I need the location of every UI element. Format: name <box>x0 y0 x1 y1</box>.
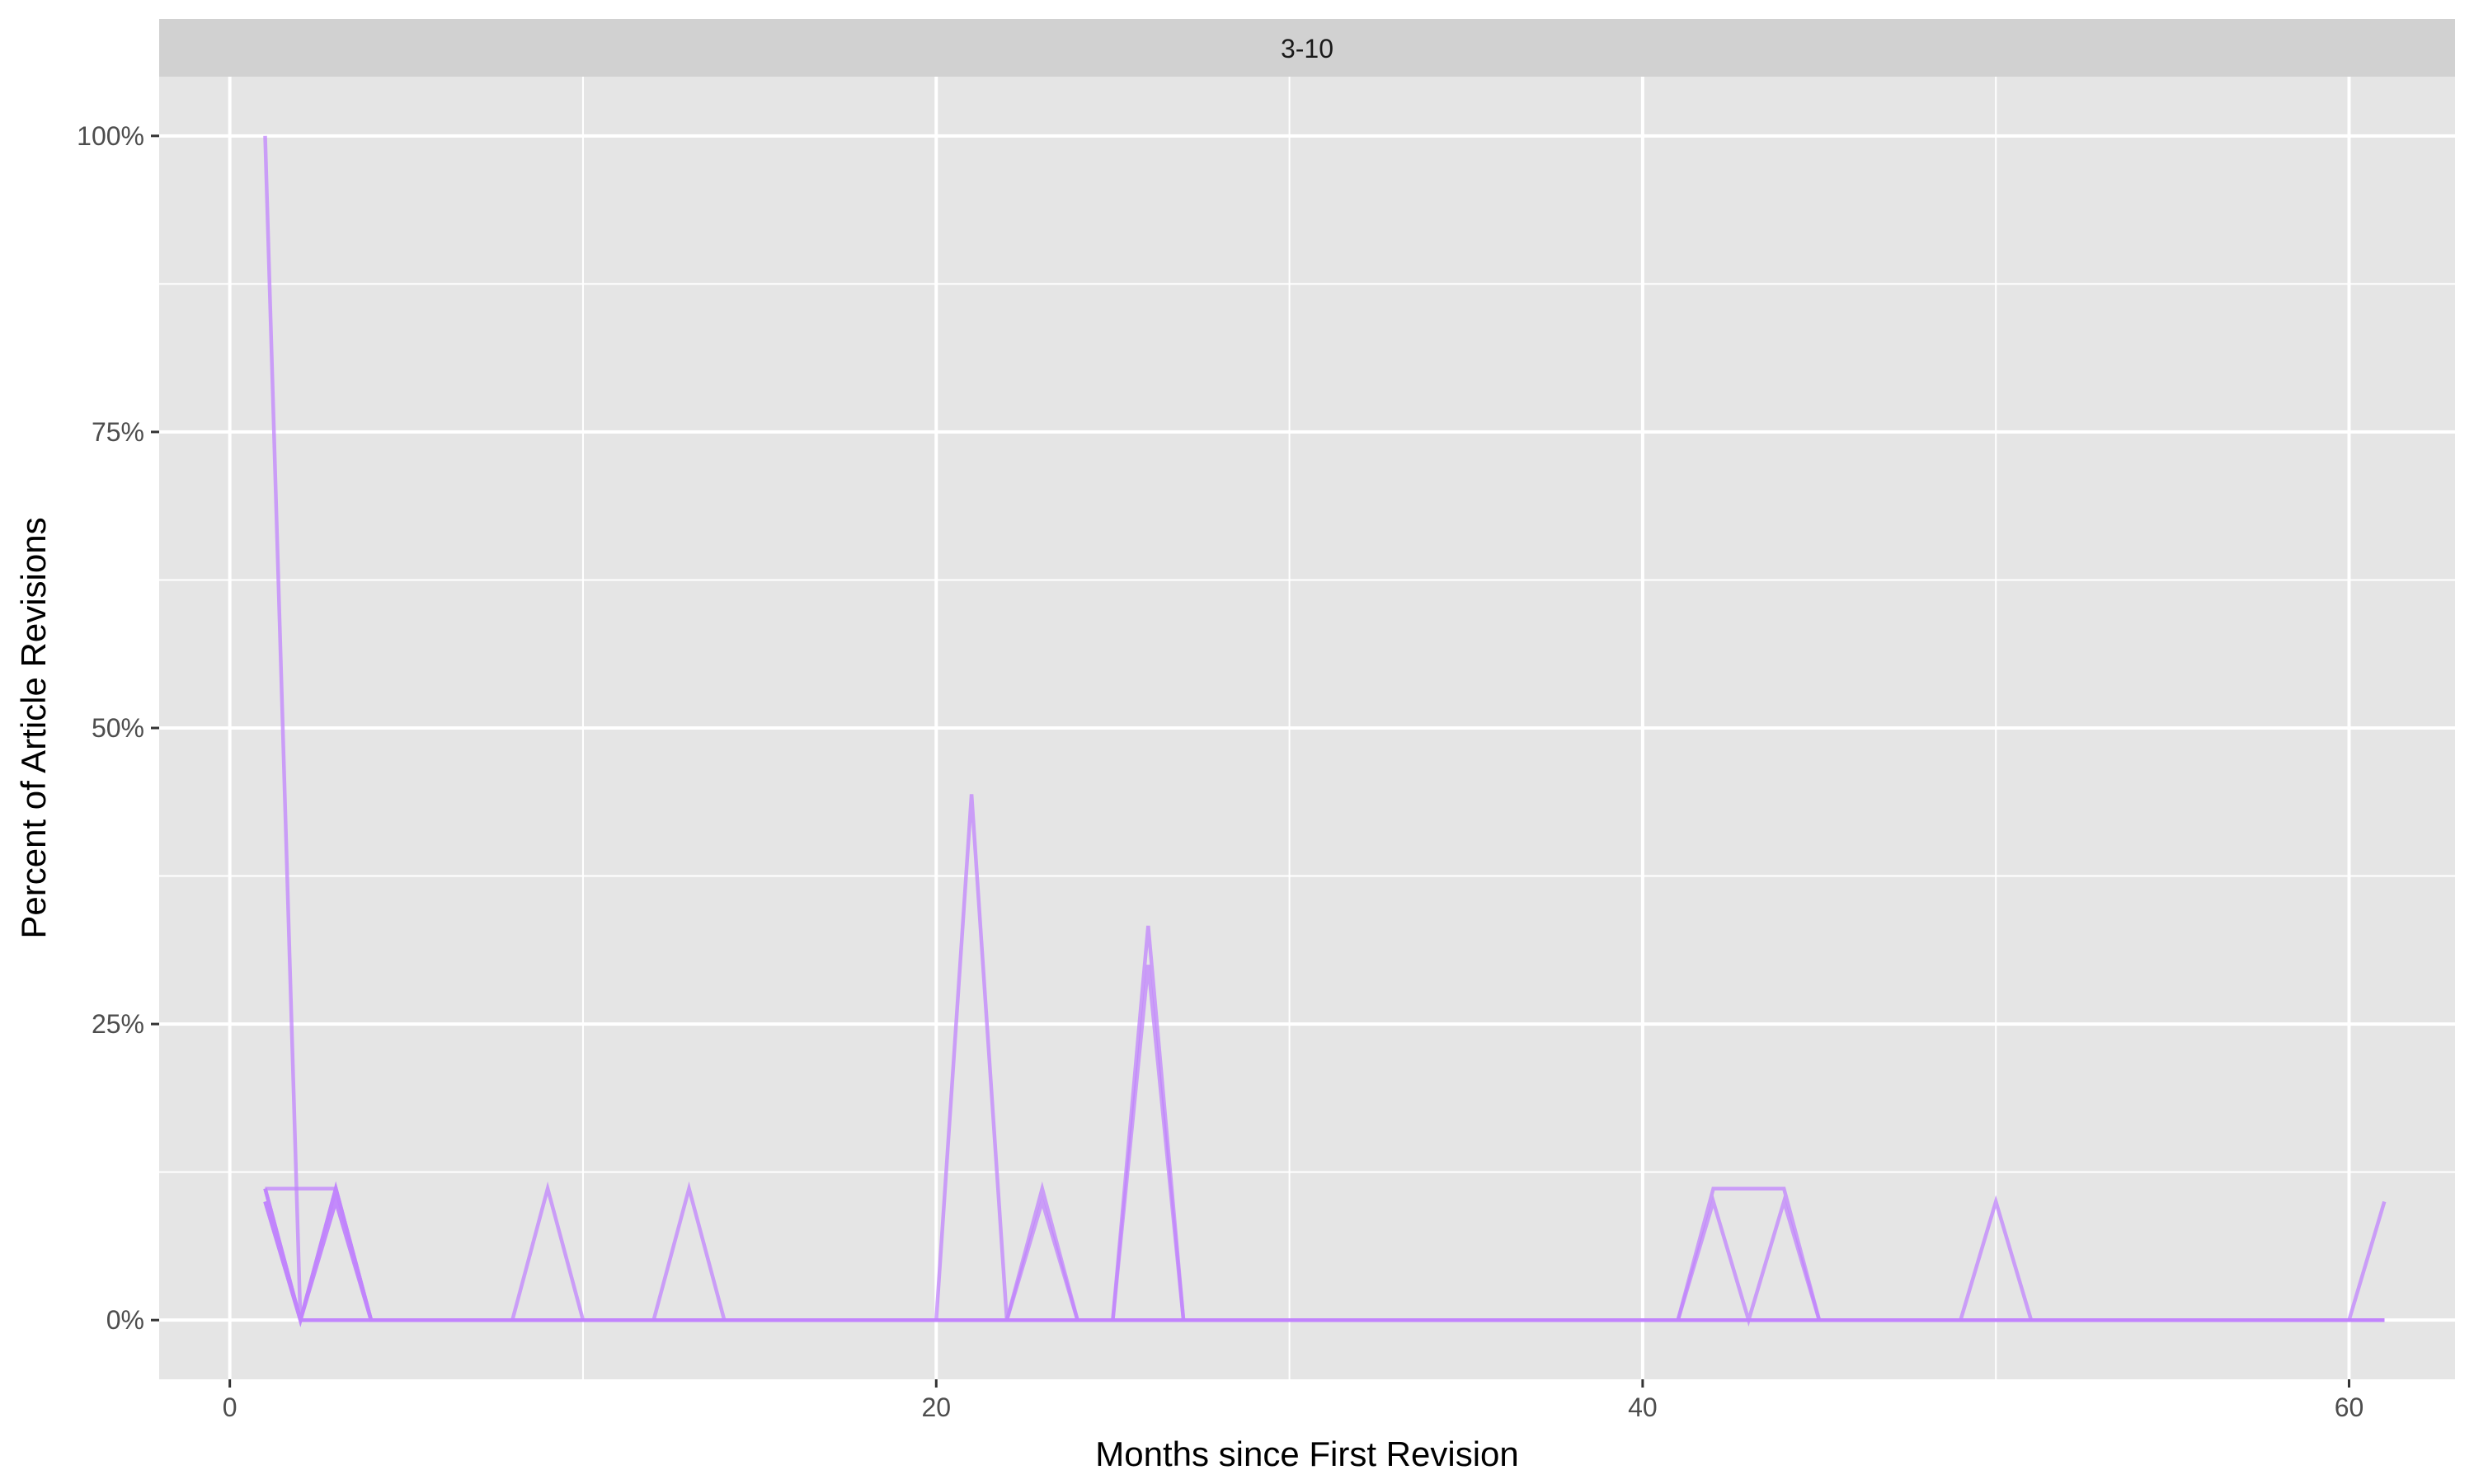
facet-label: 3-10 <box>1281 34 1333 63</box>
axes: 0 20 40 60 0% 25% 50% 75% 100% <box>77 121 2363 1422</box>
y-tick-label: 100% <box>77 121 144 151</box>
x-tick-label: 60 <box>2335 1392 2364 1422</box>
y-tick-label: 0% <box>106 1305 144 1335</box>
y-tick-label: 25% <box>92 1009 144 1039</box>
x-tick-label: 40 <box>1628 1392 1658 1422</box>
y-axis-title: Percent of Article Revisions <box>14 517 53 938</box>
x-tick-label: 20 <box>921 1392 951 1422</box>
x-axis-title: Months since First Revision <box>1095 1435 1519 1473</box>
x-tick-label: 0 <box>223 1392 238 1422</box>
series-lines <box>263 135 2387 1327</box>
y-tick-label: 75% <box>92 417 144 447</box>
strip-background <box>159 19 2455 77</box>
series-line <box>263 794 2385 1327</box>
series-line <box>263 965 2385 1327</box>
y-tick-label: 50% <box>92 713 144 743</box>
